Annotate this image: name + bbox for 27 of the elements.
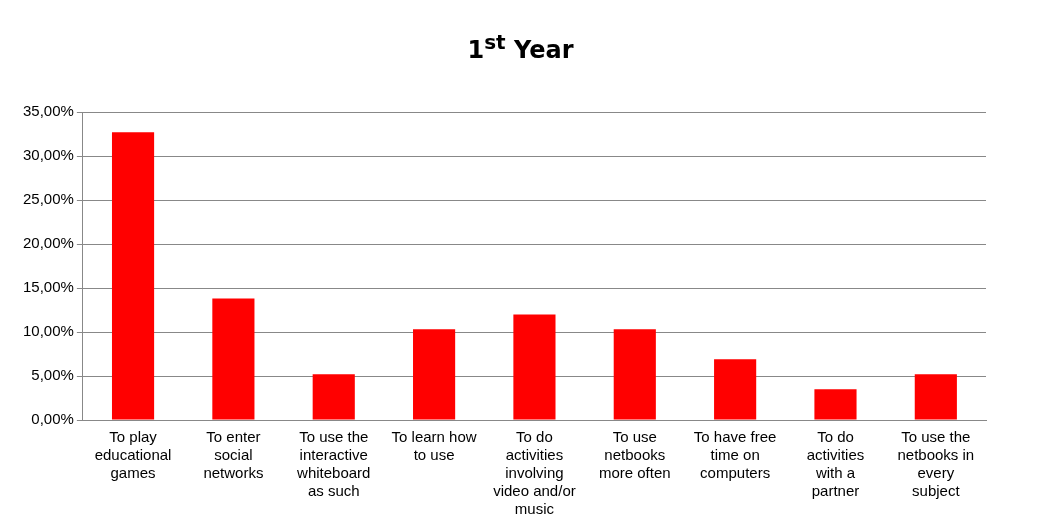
y-tick-label: 0,00%: [31, 410, 74, 428]
x-tick-label: To use netbooks more often: [598, 428, 671, 482]
bar: [111, 132, 155, 420]
y-tick-label: 30,00%: [23, 146, 74, 164]
x-tick-label: To use the netbooks in every subject: [897, 428, 975, 500]
y-tick-label: 25,00%: [23, 190, 74, 208]
x-tick-label: To learn how to use: [391, 428, 477, 464]
x-tick-label: To do activities involving video and/or music: [493, 428, 576, 518]
y-tick-label: 35,00%: [23, 102, 74, 120]
chart-title: 1$^{st}$ Year: [466, 30, 575, 64]
y-tick-label: 15,00%: [23, 278, 74, 296]
x-tick-label: To do activities with a partner: [806, 428, 865, 500]
y-tick-label: 20,00%: [23, 234, 74, 252]
bar: [714, 359, 757, 420]
x-tick-label: To play educational games: [94, 428, 172, 482]
bar: [312, 374, 355, 420]
bar: [814, 389, 857, 420]
bar: [613, 329, 656, 420]
x-tick-label: To use the interactive whiteboard as such: [296, 428, 371, 500]
bar: [513, 314, 556, 420]
bar: [914, 374, 957, 420]
y-tick-label: 5,00%: [31, 366, 74, 384]
bar: [212, 298, 255, 420]
y-tick-label: 10,00%: [23, 322, 74, 340]
x-tick-label: To enter social networks: [203, 428, 264, 482]
x-tick-label: To have free time on computers: [693, 428, 777, 482]
bar: [413, 329, 456, 420]
